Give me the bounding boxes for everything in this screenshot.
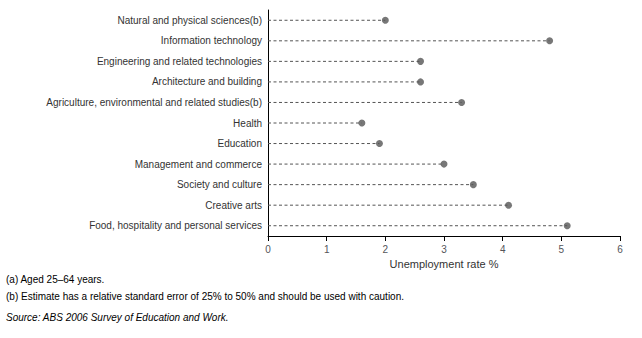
- svg-text:Information technology: Information technology: [161, 35, 262, 46]
- svg-text:Source: ABS 2006 Survey of Edu: Source: ABS 2006 Survey of Education and…: [6, 312, 229, 323]
- svg-text:Education: Education: [218, 138, 262, 149]
- svg-text:5: 5: [559, 244, 565, 255]
- svg-text:(a) Aged 25–64 years.: (a) Aged 25–64 years.: [6, 274, 104, 285]
- svg-text:Health: Health: [233, 118, 262, 129]
- svg-text:1: 1: [324, 244, 330, 255]
- svg-text:Engineering and related techno: Engineering and related technologies: [97, 56, 262, 67]
- svg-text:Architecture and building: Architecture and building: [152, 76, 262, 87]
- svg-text:4: 4: [500, 244, 506, 255]
- svg-text:Creative arts: Creative arts: [205, 200, 262, 211]
- svg-text:Agriculture, environmental and: Agriculture, environmental and related s…: [46, 97, 262, 108]
- svg-text:2: 2: [383, 244, 389, 255]
- svg-text:Food, hospitality and personal: Food, hospitality and personal services: [89, 220, 262, 231]
- svg-text:Management and commerce: Management and commerce: [135, 159, 263, 170]
- svg-text:3: 3: [441, 244, 447, 255]
- svg-text:(b) Estimate has a relative st: (b) Estimate has a relative standard err…: [6, 291, 404, 302]
- svg-text:Natural and physical sciences(: Natural and physical sciences(b): [117, 15, 262, 26]
- svg-text:Society and culture: Society and culture: [177, 179, 262, 190]
- svg-text:0: 0: [265, 244, 271, 255]
- svg-text:6: 6: [617, 244, 623, 255]
- svg-text:Unemployment rate %: Unemployment rate %: [390, 258, 499, 270]
